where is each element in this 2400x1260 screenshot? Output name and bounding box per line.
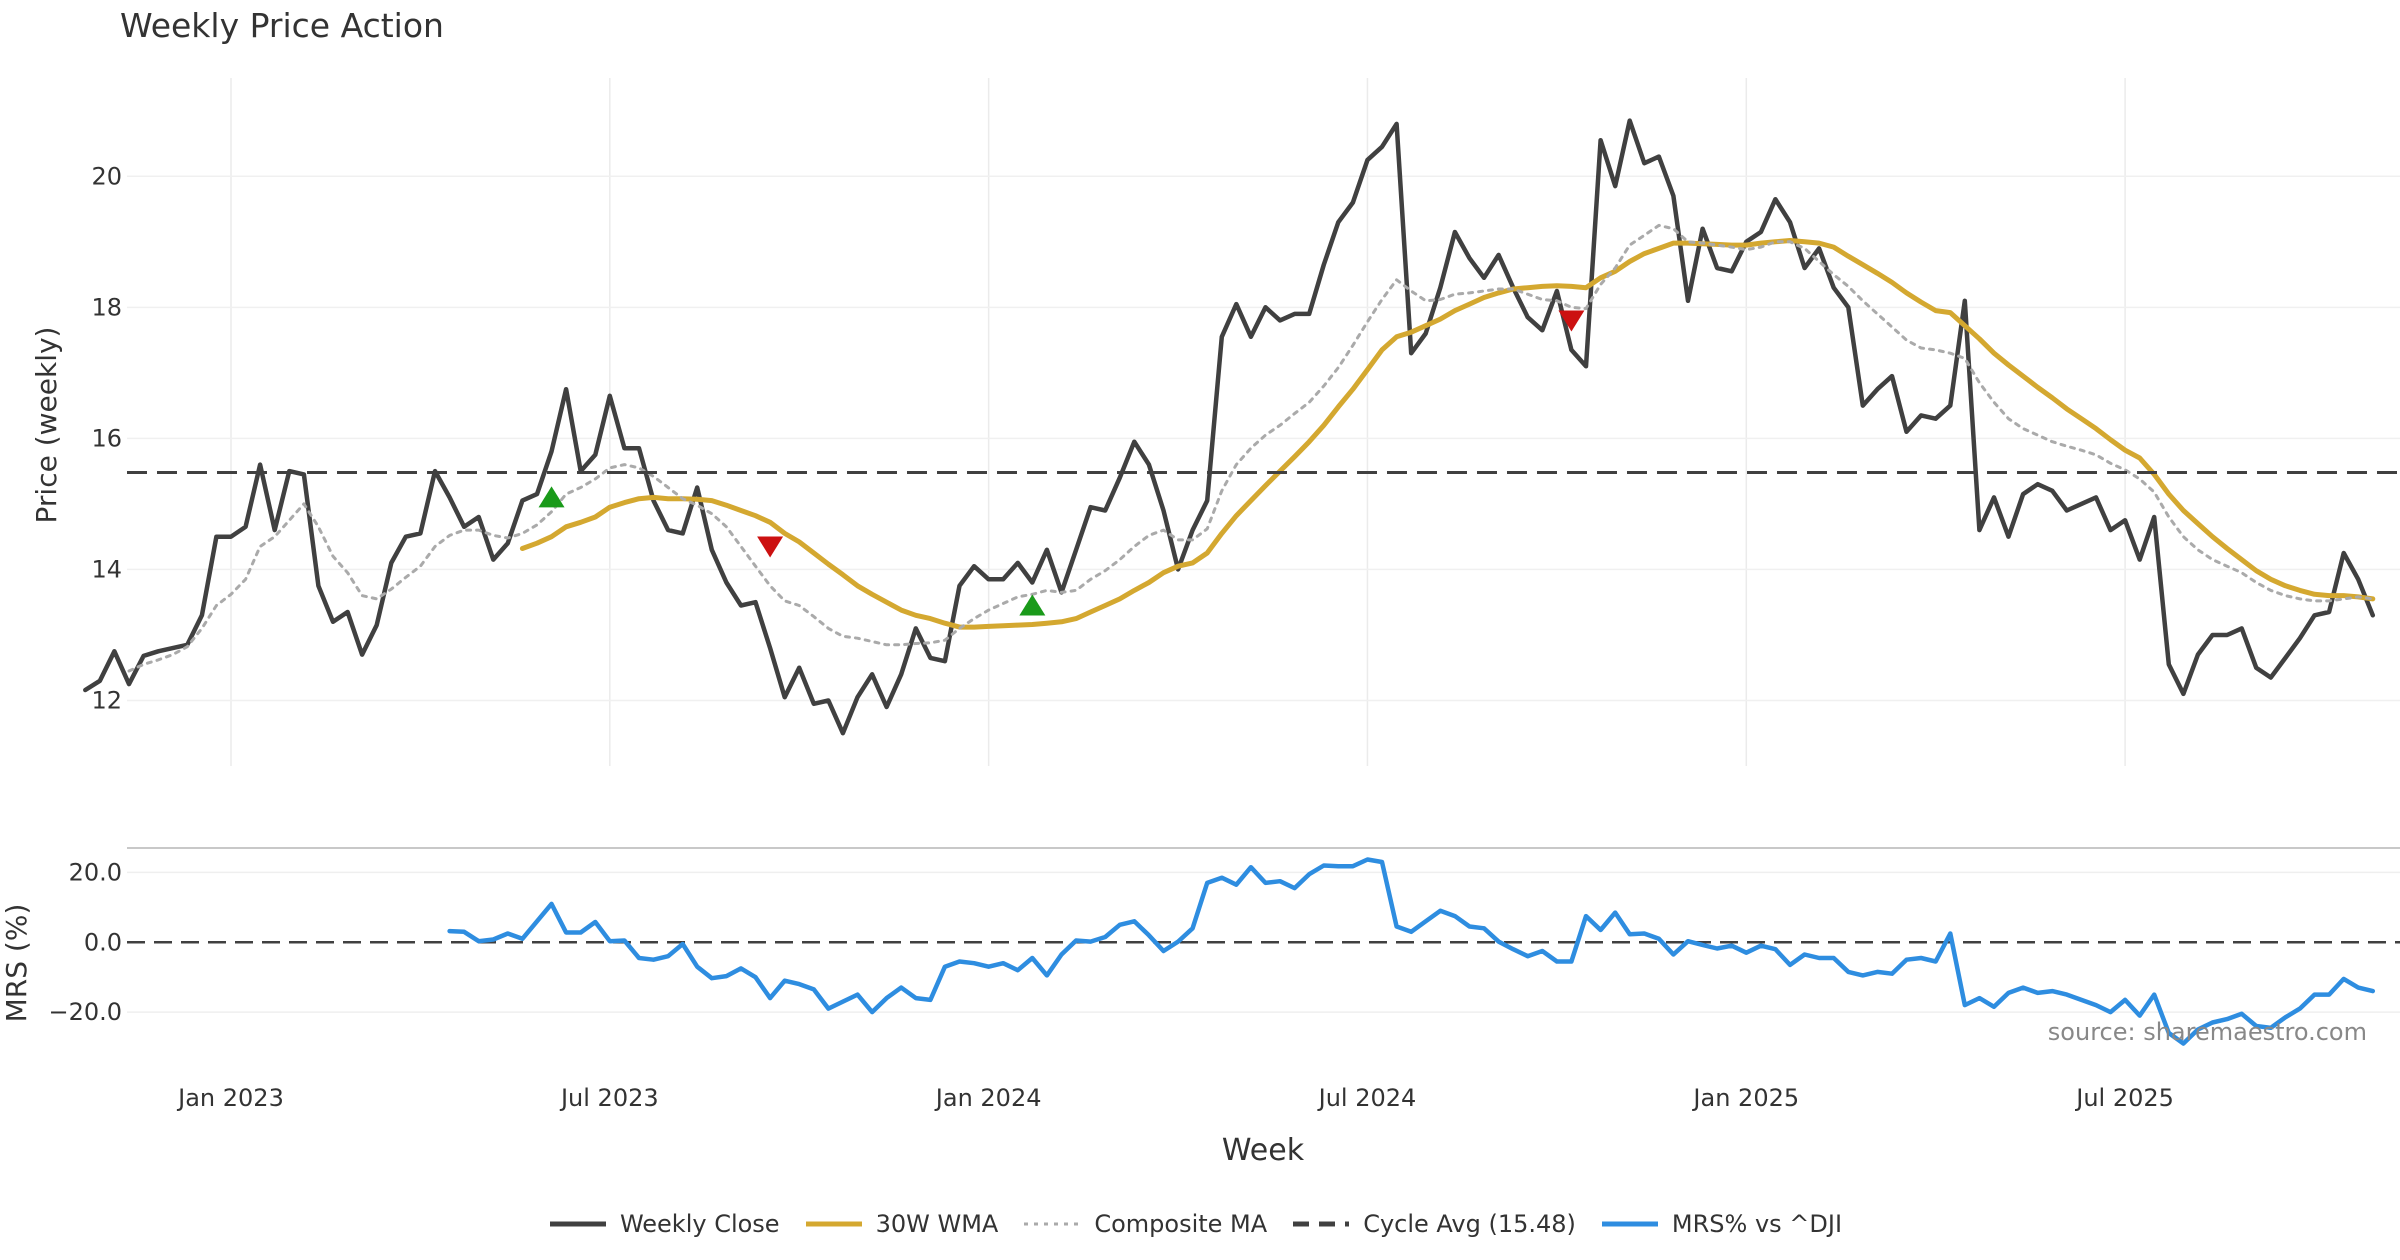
price-ytick-label: 20 [91, 162, 122, 190]
legend-swatch [1601, 1221, 1658, 1227]
price-ytick-label: 14 [91, 555, 122, 583]
legend-label: Cycle Avg (15.48) [1363, 1210, 1576, 1238]
legend-label: MRS% vs ^DJI [1671, 1210, 1843, 1238]
x-axis-label: Week [1222, 1133, 1305, 1168]
legend: Weekly Close 30W WMA Composite MA Cycle Avg… [0, 1210, 2400, 1238]
legend-swatch [1293, 1221, 1350, 1227]
x-tick-label: Jul 2025 [2074, 1084, 2174, 1112]
legend-item: MRS% vs ^DJI [1600, 1210, 1842, 1238]
mrs-ytick-label: −20.0 [48, 998, 122, 1026]
wma-30w-line [519, 238, 2376, 630]
x-tick-label: Jan 2023 [176, 1084, 284, 1112]
legend-label: Weekly Close [619, 1210, 780, 1238]
price-ytick-label: 18 [91, 293, 122, 321]
legend-item: Weekly Close [548, 1210, 780, 1238]
legend-swatch [1024, 1222, 1081, 1226]
legend-label: Composite MA [1094, 1210, 1268, 1238]
chart-title: Weekly Price Action [120, 6, 444, 45]
mrs-ytick-label: 0.0 [84, 928, 122, 956]
mrs-line [447, 857, 2376, 1046]
composite-ma-line [127, 223, 2375, 673]
legend-item: Composite MA [1022, 1210, 1267, 1238]
x-tick-label: Jan 2025 [1691, 1084, 1799, 1112]
legend-item: 30W WMA [804, 1210, 999, 1238]
sell-signal-marker [757, 536, 784, 558]
weekly-close-line [83, 118, 2376, 736]
x-tick-label: Jul 2023 [559, 1084, 659, 1112]
x-tick-label: Jul 2024 [1317, 1084, 1417, 1112]
price-ytick-label: 16 [91, 424, 122, 452]
price-ytick-label: 12 [91, 686, 122, 714]
mrs-ytick-label: 20.0 [69, 858, 122, 886]
mrs-ylabel: MRS (%) [0, 904, 33, 1023]
sell-signal-marker [1558, 310, 1585, 332]
legend-label: 30W WMA [875, 1210, 999, 1238]
legend-item: Cycle Avg (15.48) [1291, 1210, 1576, 1238]
x-tick-label: Jan 2024 [934, 1084, 1042, 1112]
legend-swatch [549, 1221, 606, 1227]
legend-swatch [805, 1221, 862, 1227]
source-note: source: sharemaestro.com [2047, 1018, 2367, 1046]
buy-signal-marker [538, 486, 565, 508]
price-ylabel: Price (weekly) [30, 327, 63, 524]
buy-signal-marker [1019, 594, 1046, 616]
